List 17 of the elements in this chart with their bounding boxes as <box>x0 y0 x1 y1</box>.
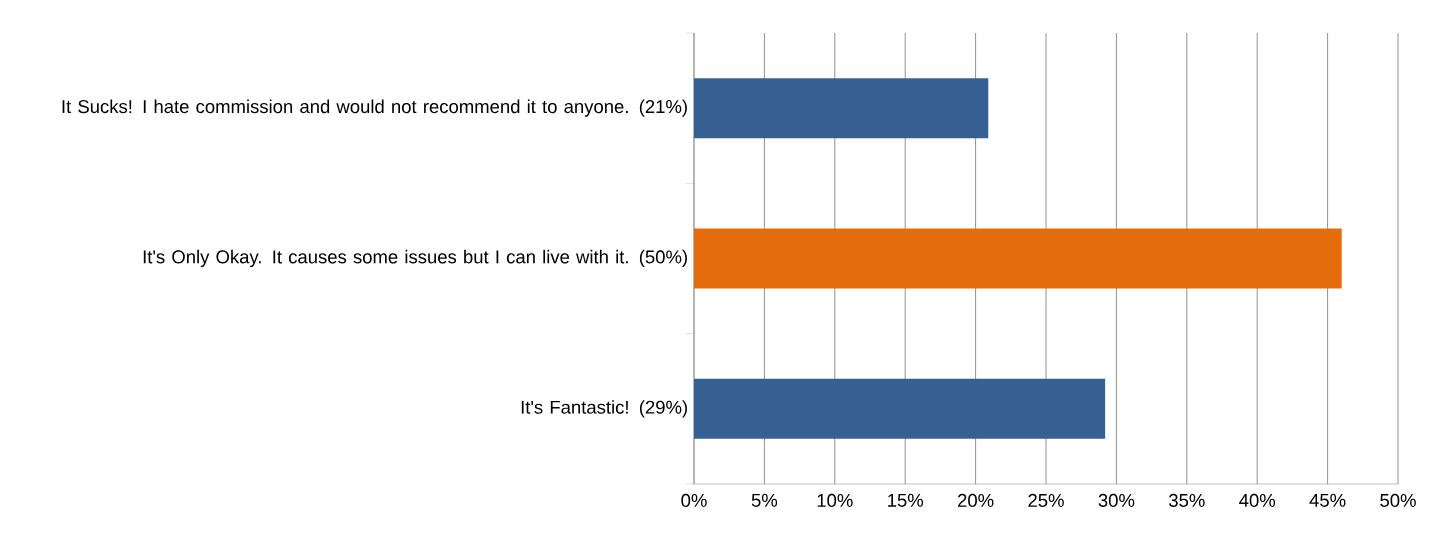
x-tick-label: 20% <box>958 493 994 507</box>
bar <box>694 228 1342 289</box>
x-tick-label: 5% <box>751 493 778 507</box>
x-tick-label: 30% <box>1098 493 1135 507</box>
x-tick-label: 40% <box>1239 493 1276 507</box>
x-tick-label: 35% <box>1169 493 1205 507</box>
y-tick-label: It Sucks! I hate commission and would not recommend it to anyone. (21%) <box>62 99 687 117</box>
x-tick-label: 0% <box>681 493 707 507</box>
bar <box>694 378 1106 439</box>
x-tick-label: 10% <box>817 493 853 507</box>
x-tick-label: 45% <box>1309 493 1346 507</box>
x-tick-label: 25% <box>1028 493 1064 507</box>
x-tick-label: 50% <box>1380 493 1416 507</box>
bar <box>694 78 989 139</box>
y-tick-label: It's Fantastic! (29%) <box>521 400 687 418</box>
y-tick-label: It's Only Okay. It causes some issues but I can live with it. (50%) <box>143 249 687 268</box>
x-tick-label: 15% <box>888 493 924 507</box>
